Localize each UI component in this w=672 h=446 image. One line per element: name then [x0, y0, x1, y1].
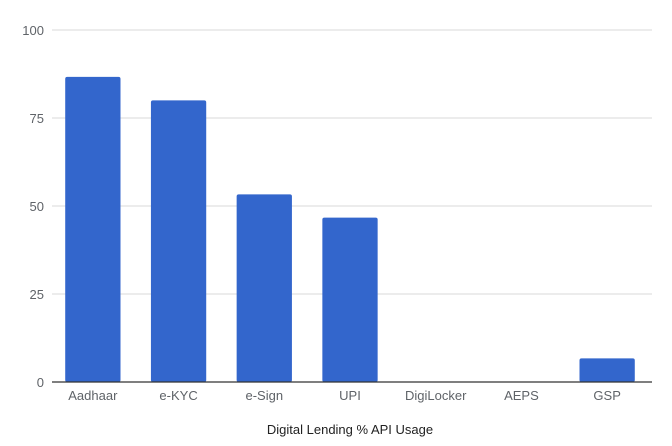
x-axis-ticks: Aadhaar e-KYC e-Sign UPI DigiLocker AEPS GSP: [68, 388, 621, 403]
x-tick-label: DigiLocker: [405, 388, 467, 403]
bar-gsp[interactable]: [579, 358, 635, 382]
x-tick-label: e-Sign: [245, 388, 283, 403]
y-tick-label: 25: [30, 287, 44, 302]
x-tick-label: e-KYC: [159, 388, 197, 403]
bar-e-sign[interactable]: [236, 194, 292, 382]
x-tick-label: AEPS: [504, 388, 539, 403]
x-axis-title: Digital Lending % API Usage: [267, 422, 433, 437]
x-tick-label: UPI: [339, 388, 361, 403]
y-axis-ticks: 0 25 50 75 100: [22, 23, 44, 390]
x-tick-label: Aadhaar: [68, 388, 118, 403]
bars: [65, 76, 635, 383]
y-tick-label: 50: [30, 199, 44, 214]
y-tick-label: 0: [37, 375, 44, 390]
y-tick-label: 100: [22, 23, 44, 38]
bar-aadhaar[interactable]: [65, 76, 121, 382]
bar-e-kyc[interactable]: [150, 100, 207, 383]
y-tick-label: 75: [30, 111, 44, 126]
x-tick-label: GSP: [593, 388, 620, 403]
bar-upi[interactable]: [322, 217, 378, 382]
